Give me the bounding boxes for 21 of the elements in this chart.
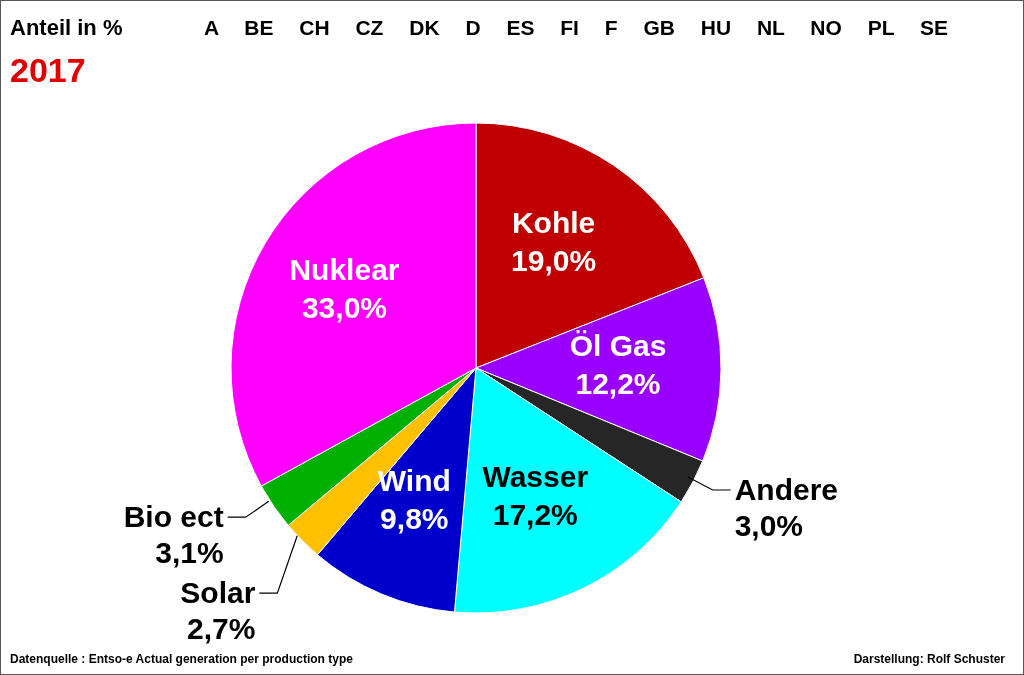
data-label: 12,2% bbox=[575, 366, 661, 400]
chart-title: Anteil in % bbox=[10, 15, 123, 41]
text: Datenquelle : Entso-e Actual generation per production type bbox=[10, 652, 353, 666]
data-label: 19,0% bbox=[511, 244, 597, 278]
slice-label: Nuklear bbox=[289, 253, 400, 287]
slice-label: Bio ect bbox=[123, 500, 224, 534]
slice-label: Solar bbox=[180, 576, 256, 610]
data-label: 3,0% bbox=[734, 508, 804, 542]
slice-label: Andere bbox=[734, 472, 839, 506]
text: A BE CH CZ DK D ES FI F GB HU NL NO PL SE bbox=[204, 16, 948, 40]
chart-subtitle: 2017 bbox=[10, 51, 86, 90]
text: Darstellung: Rolf Schuster bbox=[853, 652, 1005, 666]
data-label: 2,7% bbox=[186, 612, 256, 646]
data-label: 17,2% bbox=[492, 498, 578, 532]
data-label: 33,0% bbox=[301, 291, 388, 325]
slice-label: Wind bbox=[377, 463, 451, 497]
data-label: 9,8% bbox=[380, 501, 449, 535]
slice-label: Kohle bbox=[511, 206, 596, 240]
slice-label: Wasser bbox=[482, 460, 589, 494]
slice-label: Öl Gas bbox=[569, 328, 667, 362]
data-label: 3,1% bbox=[155, 536, 224, 570]
